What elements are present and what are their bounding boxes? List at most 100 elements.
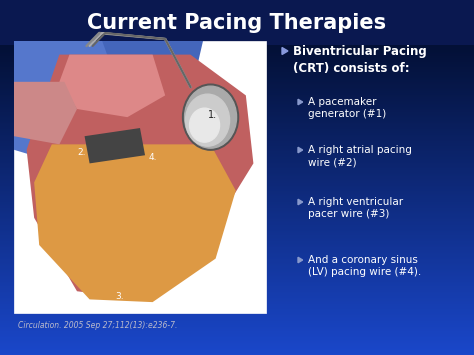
Bar: [0, 37, 474, 39]
Bar: [0, 56, 474, 58]
Bar: [0, 64, 474, 66]
Bar: [0, 167, 474, 169]
Polygon shape: [14, 82, 77, 144]
Bar: [0, 293, 474, 295]
Bar: [0, 20, 474, 22]
Bar: [0, 164, 474, 166]
Text: And a coronary sinus
(LV) pacing wire (#4).: And a coronary sinus (LV) pacing wire (#…: [308, 255, 421, 277]
Bar: [0, 240, 474, 242]
Bar: [0, 318, 474, 321]
Bar: [0, 16, 474, 18]
Bar: [0, 82, 474, 84]
Bar: [0, 222, 474, 224]
Bar: [0, 54, 474, 56]
Bar: [0, 68, 474, 70]
Bar: [0, 83, 474, 85]
Bar: [0, 77, 474, 79]
Bar: [0, 151, 474, 153]
Bar: [0, 342, 474, 344]
Bar: [0, 314, 474, 316]
Bar: [0, 313, 474, 315]
Bar: [0, 310, 474, 312]
Bar: [0, 55, 474, 57]
Bar: [0, 160, 474, 162]
Bar: [0, 331, 474, 333]
Bar: [0, 166, 474, 168]
Bar: [0, 268, 474, 270]
Text: Circulation. 2005 Sep 27;112(13):e236-7.: Circulation. 2005 Sep 27;112(13):e236-7.: [18, 321, 177, 329]
Bar: [0, 291, 474, 294]
Bar: [0, 121, 474, 123]
Bar: [0, 135, 474, 137]
Bar: [0, 93, 474, 95]
Bar: [0, 154, 474, 156]
Bar: [0, 25, 474, 27]
Bar: [0, 98, 474, 100]
Bar: [0, 263, 474, 265]
Bar: [0, 320, 474, 322]
Bar: [0, 57, 474, 59]
Bar: [0, 206, 474, 208]
Bar: [0, 247, 474, 250]
Bar: [0, 193, 474, 195]
Bar: [0, 286, 474, 289]
Bar: [0, 179, 474, 181]
Bar: [0, 352, 474, 354]
Bar: [0, 340, 474, 342]
Bar: [0, 295, 474, 297]
Bar: [0, 250, 474, 252]
Bar: [0, 125, 474, 127]
Bar: [0, 300, 474, 302]
Bar: [0, 95, 474, 97]
Bar: [0, 27, 474, 29]
Bar: [0, 13, 474, 15]
Bar: [0, 23, 474, 25]
Bar: [0, 199, 474, 201]
Bar: [0, 114, 474, 116]
Bar: [0, 230, 474, 232]
Bar: [0, 29, 474, 31]
Bar: [0, 66, 474, 69]
Polygon shape: [14, 41, 120, 163]
Bar: [0, 271, 474, 273]
Bar: [0, 218, 474, 220]
Bar: [0, 127, 474, 129]
Bar: [0, 134, 474, 136]
Bar: [0, 194, 474, 196]
Polygon shape: [298, 257, 303, 263]
Bar: [0, 214, 474, 217]
Bar: [0, 0, 474, 1]
Bar: [0, 278, 474, 280]
Bar: [0, 270, 474, 272]
Bar: [0, 303, 474, 305]
Bar: [0, 175, 474, 178]
Bar: [0, 69, 474, 71]
Bar: [0, 294, 474, 296]
Bar: [0, 191, 474, 193]
Bar: [0, 109, 474, 111]
Bar: [0, 189, 474, 191]
Bar: [0, 6, 474, 8]
Bar: [0, 353, 474, 355]
Bar: [0, 225, 474, 227]
Polygon shape: [27, 55, 254, 299]
Bar: [0, 152, 474, 154]
Bar: [0, 101, 474, 103]
Bar: [0, 302, 474, 304]
Bar: [0, 332, 474, 334]
Bar: [0, 9, 474, 11]
Bar: [0, 197, 474, 199]
Bar: [0, 187, 474, 189]
Bar: [0, 162, 474, 164]
Bar: [0, 304, 474, 306]
Bar: [0, 264, 474, 266]
Bar: [0, 196, 474, 198]
Bar: [0, 334, 474, 336]
Bar: [0, 31, 474, 33]
Bar: [0, 215, 474, 218]
Bar: [0, 345, 474, 347]
Bar: [0, 346, 474, 348]
Bar: [0, 308, 474, 310]
Bar: [0, 235, 474, 237]
Bar: [0, 86, 474, 88]
